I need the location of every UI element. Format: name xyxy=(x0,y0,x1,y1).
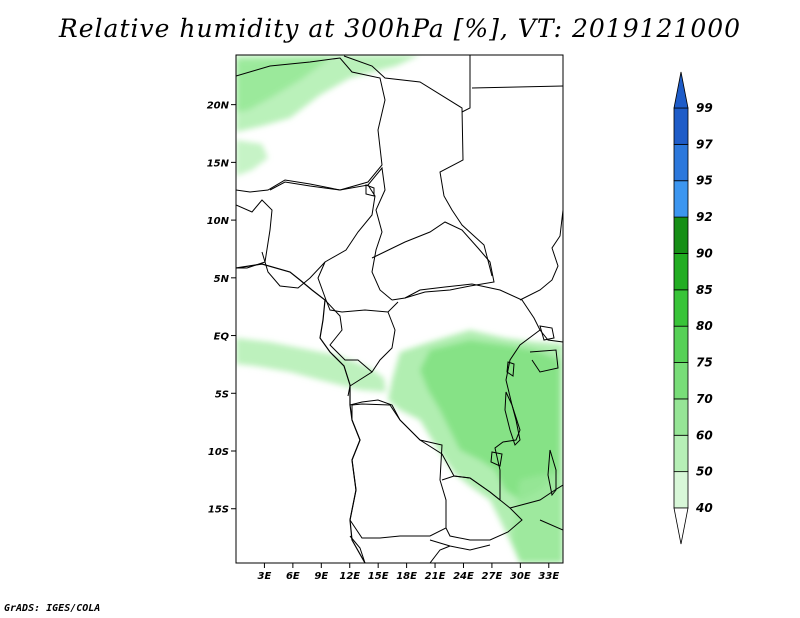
lakes xyxy=(365,184,557,497)
humid-area-southeast xyxy=(512,470,563,563)
colorbar-label: 75 xyxy=(696,356,713,370)
colorbar-segment xyxy=(673,216,689,254)
colorbar-label: 60 xyxy=(696,428,713,442)
lake-tanganyika xyxy=(504,391,521,446)
lake-mweru xyxy=(490,451,503,467)
x-tick-label: 12E xyxy=(339,571,360,582)
map-frame xyxy=(235,54,564,564)
colorbar-label: 80 xyxy=(696,319,713,333)
border-east-lakes xyxy=(529,329,563,373)
colorbar-segment xyxy=(673,362,689,400)
border-southeast xyxy=(429,484,563,551)
x-tick-label: 9E xyxy=(314,571,328,582)
border-nigeria xyxy=(261,181,376,289)
colorbar-segment xyxy=(673,325,689,363)
humid-area-northwest-inner xyxy=(236,58,330,112)
lake-victoria xyxy=(539,325,555,341)
border-gabon xyxy=(324,299,373,373)
y-tick-label: 15S xyxy=(208,505,229,516)
border-zambia xyxy=(441,475,523,541)
y-tick-label: 20N xyxy=(207,101,230,112)
colorbar-top-arrow xyxy=(673,71,689,109)
country-borders xyxy=(236,55,563,563)
colorbar-bottom-arrow xyxy=(673,507,689,545)
coastline xyxy=(236,263,366,563)
colorbar-segment xyxy=(673,398,689,436)
border-cameroon xyxy=(317,261,399,313)
x-tick-label: 18E xyxy=(396,571,417,582)
humid-area-west-edge xyxy=(236,140,268,176)
lake-malawi xyxy=(547,449,557,497)
y-tick-label: 5S xyxy=(215,389,229,400)
colorbar-segment xyxy=(673,434,689,473)
lake-chad xyxy=(365,184,375,197)
colorbar-label: 85 xyxy=(696,283,713,297)
lake-kivu xyxy=(506,361,515,377)
y-tick-label: 10S xyxy=(208,447,229,458)
x-tick-label: 24E xyxy=(453,571,474,582)
colorbar-segment xyxy=(673,107,689,145)
colorbar-label: 92 xyxy=(696,210,713,224)
y-tick-label: EQ xyxy=(214,332,230,343)
colorbar-segment xyxy=(673,471,689,509)
border-northeast xyxy=(461,55,563,113)
y-tick-label: 15N xyxy=(207,158,230,169)
y-tick-label: 10N xyxy=(207,216,230,227)
humid-area-congo-core xyxy=(420,340,560,500)
chart-title: Relative humidity at 300hPa [%], VT: 201… xyxy=(58,14,742,43)
colorbar-label: 95 xyxy=(696,174,713,188)
colorbar-segment xyxy=(673,289,689,327)
x-tick-label: 27E xyxy=(482,571,503,582)
x-tick-label: 3E xyxy=(258,571,272,582)
colorbar-label: 90 xyxy=(696,246,713,260)
border-sahel-west xyxy=(236,199,273,269)
x-tick-label: 6E xyxy=(286,571,300,582)
humidity-shading xyxy=(236,55,563,563)
colorbar-label: 97 xyxy=(696,137,713,151)
border-north-central xyxy=(343,55,493,277)
border-south xyxy=(349,535,451,563)
x-tick-label: 30E xyxy=(510,571,531,582)
border-car xyxy=(371,221,495,301)
border-north-band xyxy=(236,57,386,193)
colorbar-label: 99 xyxy=(696,101,713,115)
colorbar-label: 70 xyxy=(696,392,713,406)
x-tick-label: 33E xyxy=(538,571,559,582)
border-east-africa xyxy=(519,209,563,301)
colorbar: 40 50 60 70 75 80 85 90 92 95 97 99 xyxy=(673,71,713,545)
colorbar-segment xyxy=(673,143,689,182)
colorbar-label: 40 xyxy=(695,501,713,515)
border-chad xyxy=(367,166,393,301)
y-tick-label: 5N xyxy=(214,274,230,285)
x-tick-label: 15E xyxy=(368,571,389,582)
colorbar-label: 50 xyxy=(696,465,713,479)
colorbar-segment xyxy=(673,180,689,218)
grads-credit: GrADS: IGES/COLA xyxy=(4,603,101,614)
x-tick-label: 21E xyxy=(425,571,446,582)
colorbar-segment xyxy=(673,253,689,291)
